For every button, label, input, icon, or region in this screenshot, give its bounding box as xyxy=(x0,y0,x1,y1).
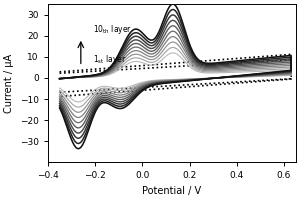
X-axis label: Potential / V: Potential / V xyxy=(142,186,201,196)
Y-axis label: Current / μA: Current / μA xyxy=(4,54,14,113)
Text: 10$_{\mathregular{th}}$ layer: 10$_{\mathregular{th}}$ layer xyxy=(93,23,132,36)
Text: 1$_{\mathregular{st}}$ layer: 1$_{\mathregular{st}}$ layer xyxy=(93,53,126,66)
